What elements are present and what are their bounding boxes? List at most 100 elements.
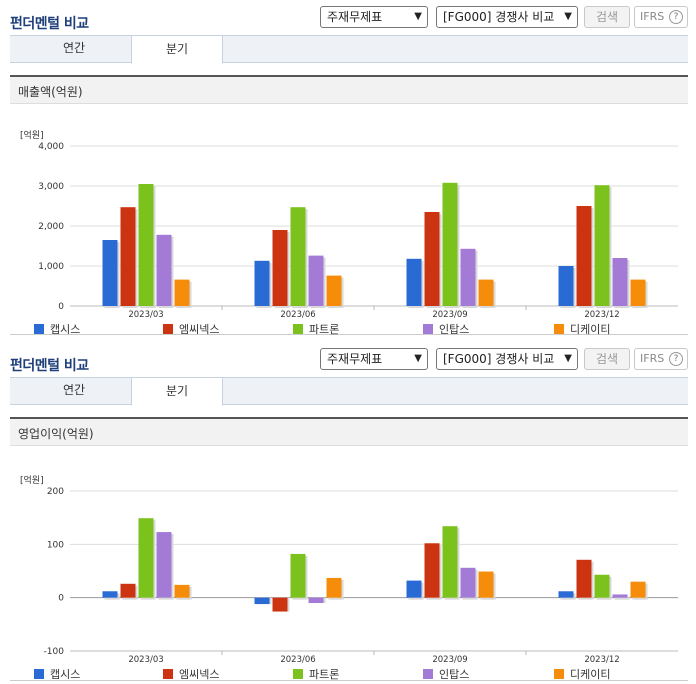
bar [174,279,190,306]
legend-label: 디케이티 [570,668,610,681]
legend-label: 캡시스 [50,668,80,681]
section-title: 펀더멘털 비교 [10,358,89,374]
tab-quarterly[interactable]: 분기 [131,35,223,64]
bar [442,182,458,306]
bar [156,532,172,598]
peer-group-select[interactable]: [FG000] 경쟁사 비교 ▼ [436,6,578,28]
bar [594,574,610,598]
bar [442,526,458,598]
peer-group-select-value: [FG000] 경쟁사 비교 [443,352,555,366]
chart-title: 매출액(억원) [18,85,83,99]
tab-annual[interactable]: 연간 [62,383,86,397]
bar [478,571,494,598]
bar [612,258,628,306]
bar [272,597,288,612]
y-tick-label: 3,000 [38,182,64,192]
bar [424,543,440,598]
y-tick-label: 2,000 [38,222,64,232]
x-tick-label: 2023/09 [432,655,467,665]
bar [290,553,306,598]
search-button[interactable]: 검색 [584,6,630,28]
ifrs-help-button[interactable]: IFRS? [634,348,688,370]
legend-label: 인탑스 [439,668,469,681]
bar [254,260,270,306]
x-tick-label: 2023/03 [128,310,163,320]
legend-swatch [554,324,564,334]
chevron-down-icon: ▼ [564,11,572,22]
bar [558,266,574,306]
bar [308,255,324,306]
section-title: 펀더멘털 비교 [10,16,89,32]
peer-group-select-value: [FG000] 경쟁사 비교 [443,10,555,24]
bar [594,185,610,306]
chart-header: 영업이익(억원) [10,419,688,446]
bar [630,279,646,306]
chart-panel: 영업이익(억원) [억원] -100 0 100 200 2023/03 2023/06 20… [10,417,688,681]
legend-swatch [423,669,433,679]
bar [254,597,270,605]
legend-label: 엠씨넥스 [179,668,219,681]
legend-label: 디케이티 [570,323,610,336]
chart-title: 영업이익(억원) [18,427,94,441]
legend-label: 엠씨넥스 [179,323,219,336]
legend-swatch [34,324,44,334]
bar [290,207,306,306]
fundamental-section-operating-profit: 펀더멘털 비교 주재무제표 ▼ [FG000] 경쟁사 비교 ▼ 검색 IFRS? … [0,348,696,684]
period-tabs: 연간 분기 [10,377,688,406]
statement-select[interactable]: 주재무제표 ▼ [320,348,428,370]
x-tick-label: 2023/06 [280,310,315,320]
bar [326,275,342,306]
bar [460,248,476,306]
legend-label: 캡시스 [50,323,80,336]
ifrs-label: IFRS [640,352,665,365]
bar [120,207,136,306]
ifrs-help-button[interactable]: IFRS? [634,6,688,28]
legend-label: 파트론 [309,323,339,336]
operating-profit-bar-chart: [억원] -100 0 100 200 2023/03 2023/06 2023/09 2023… [20,474,678,681]
sales-bar-chart: [억원] 0 1,000 2,000 3,000 4,000 2023/03 2023/06 2… [20,129,678,336]
bar [630,581,646,598]
y-unit-label: [억원] [20,474,44,486]
bar [576,206,592,306]
tab-annual[interactable]: 연간 [62,41,86,55]
bar [102,591,118,598]
y-tick-label: 1,000 [38,262,64,272]
bar [558,591,574,598]
question-icon: ? [669,352,683,366]
bar [138,518,154,598]
statement-select[interactable]: 주재무제표 ▼ [320,6,428,28]
chevron-down-icon: ▼ [414,353,422,364]
statement-select-value: 주재무제표 [327,352,383,366]
bar [478,279,494,306]
chart-panel: 매출액(억원) [억원] 0 1,000 2,000 3,000 4,000 2023/03… [10,75,688,336]
legend-swatch [163,324,173,334]
y-tick-label: -100 [44,647,65,657]
search-button[interactable]: 검색 [584,348,630,370]
bar [612,594,628,598]
x-tick-label: 2023/03 [128,655,163,665]
bar [174,584,190,598]
legend-swatch [554,669,564,679]
bar [138,184,154,306]
period-tabs: 연간 분기 [10,35,688,64]
y-unit-label: [억원] [20,129,44,141]
legend-swatch [34,669,44,679]
bar [576,559,592,598]
peer-group-select[interactable]: [FG000] 경쟁사 비교 ▼ [436,348,578,370]
x-tick-label: 2023/12 [584,655,619,665]
bar [120,583,136,598]
chevron-down-icon: ▼ [414,11,422,22]
chevron-down-icon: ▼ [564,353,572,364]
legend-swatch [293,669,303,679]
y-tick-label: 0 [58,594,64,604]
bar-shadow [614,596,630,600]
tab-quarterly[interactable]: 분기 [131,377,223,406]
bar [102,240,118,306]
ifrs-label: IFRS [640,10,665,23]
x-tick-label: 2023/06 [280,655,315,665]
y-tick-label: 100 [47,540,64,550]
statement-select-value: 주재무제표 [327,10,383,24]
y-tick-label: 4,000 [38,142,64,152]
bar [272,230,288,306]
x-tick-label: 2023/09 [432,310,467,320]
